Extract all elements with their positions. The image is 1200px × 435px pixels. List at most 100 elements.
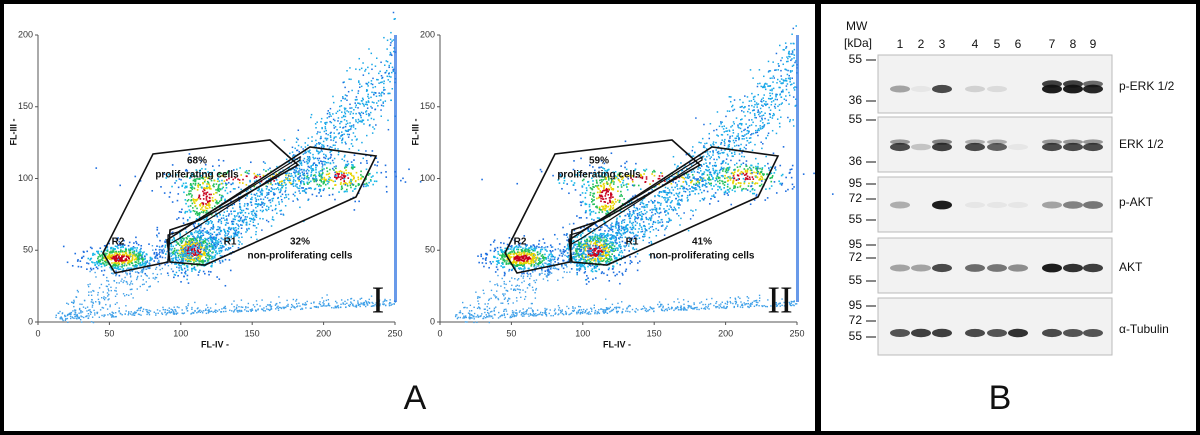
dot (277, 309, 280, 311)
dot (595, 266, 597, 269)
dot (113, 263, 115, 266)
dot (510, 248, 512, 250)
dot (302, 159, 305, 162)
dot (158, 264, 161, 267)
dot (621, 240, 624, 243)
dot (522, 257, 524, 259)
dot (599, 253, 602, 256)
dot (351, 304, 354, 306)
dot (341, 177, 344, 180)
dot (289, 179, 292, 182)
dot (128, 249, 130, 252)
dot (163, 248, 165, 250)
dot (278, 184, 281, 186)
dot (214, 236, 217, 239)
dot (114, 257, 117, 259)
dot (171, 164, 174, 166)
dot (174, 274, 177, 276)
dot (259, 175, 262, 178)
dot (608, 251, 611, 253)
dot (148, 243, 150, 245)
dot (549, 271, 551, 273)
dot (577, 234, 580, 236)
dot (172, 245, 175, 248)
dot (288, 179, 290, 182)
dot (133, 264, 136, 267)
dot (90, 291, 92, 293)
dot (370, 96, 372, 99)
dot (144, 257, 146, 260)
dot (342, 114, 345, 117)
dot (198, 238, 201, 240)
dot (125, 264, 128, 267)
dot (214, 241, 217, 244)
dot (224, 249, 227, 251)
dot (233, 306, 235, 308)
dot (83, 316, 85, 319)
dot (371, 301, 373, 304)
dot (310, 165, 313, 167)
dot (316, 143, 318, 145)
dot (101, 257, 104, 260)
dot (214, 238, 216, 241)
dot (286, 172, 288, 174)
dot (340, 120, 342, 123)
dot (200, 226, 202, 229)
dot (212, 200, 215, 202)
dot (593, 267, 596, 270)
dot (512, 249, 515, 252)
dot (119, 244, 122, 246)
dot (271, 175, 274, 178)
dot (139, 309, 141, 312)
dot (209, 238, 212, 241)
dot (246, 221, 248, 224)
dot (524, 248, 527, 251)
dot (534, 249, 536, 252)
dot (287, 179, 289, 181)
dot (139, 262, 142, 264)
dot (334, 300, 337, 303)
dot (381, 81, 383, 83)
dot (380, 75, 383, 77)
dot (370, 52, 373, 55)
dot (310, 116, 312, 119)
dot (278, 191, 281, 194)
dot (290, 306, 293, 308)
dot (198, 257, 200, 260)
dot (117, 266, 120, 269)
dot (193, 249, 196, 252)
dot (192, 253, 195, 255)
dot (594, 241, 596, 244)
dot (602, 254, 605, 256)
dot (188, 259, 190, 262)
dot (230, 235, 233, 237)
dot (613, 237, 615, 240)
dot (199, 236, 202, 238)
dot (317, 131, 319, 133)
dot (578, 242, 580, 245)
dot (373, 91, 375, 94)
dot (196, 189, 199, 191)
dot (197, 182, 200, 185)
dot (329, 132, 332, 135)
dot (169, 247, 171, 250)
dot (126, 273, 128, 276)
dot (571, 256, 574, 258)
dot (586, 189, 588, 192)
dot (191, 240, 193, 243)
dot (588, 258, 591, 261)
dot (564, 250, 567, 252)
dot (339, 105, 341, 108)
dot (348, 128, 351, 131)
dot (264, 310, 267, 312)
dot (324, 122, 326, 124)
dot (251, 309, 254, 311)
dot (580, 246, 583, 248)
dot (204, 252, 206, 254)
dot (189, 186, 192, 189)
dot (575, 249, 577, 252)
dot (166, 312, 169, 314)
dot (80, 312, 82, 314)
dot (321, 166, 324, 168)
dot (158, 253, 160, 255)
